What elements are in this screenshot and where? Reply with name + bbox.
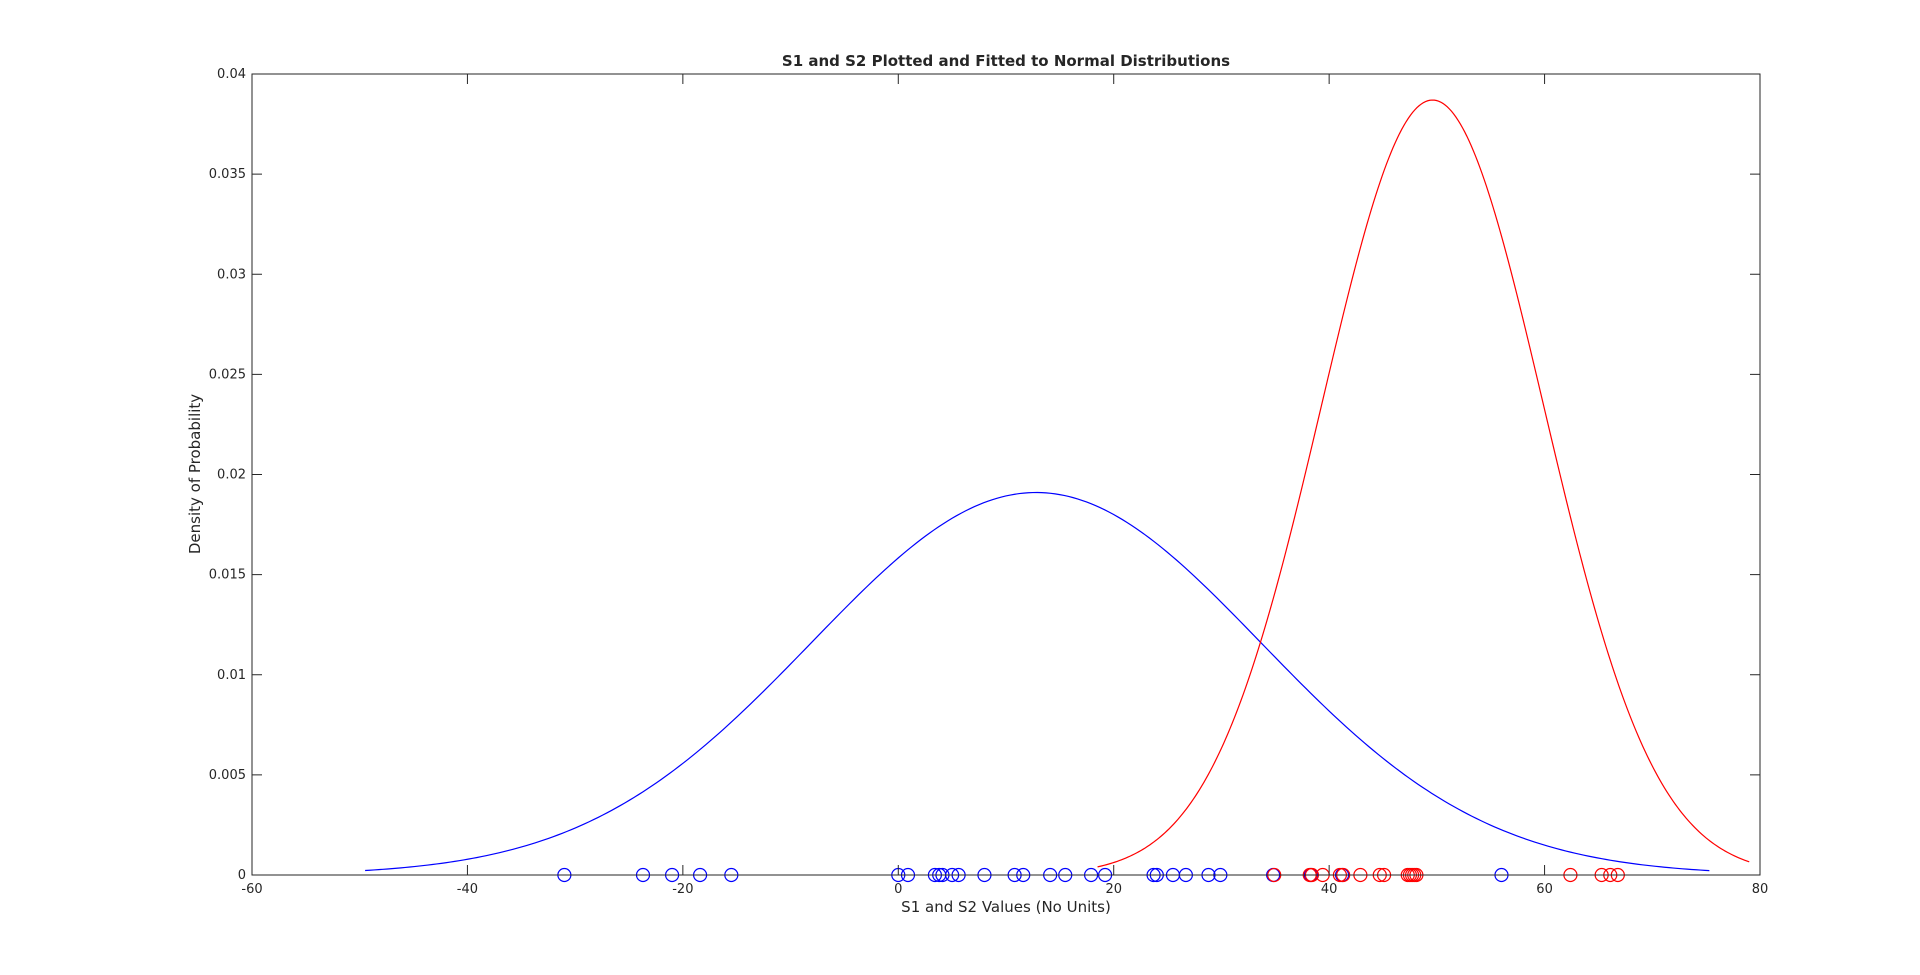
x-tick-label: 20 bbox=[1105, 882, 1122, 897]
axes-background bbox=[252, 74, 1760, 875]
y-tick-label: 0.01 bbox=[217, 668, 246, 683]
axes-box bbox=[251, 73, 1761, 876]
chart-title: S1 and S2 Plotted and Fitted to Normal D… bbox=[782, 52, 1230, 70]
fit-curve-1 bbox=[1097, 99, 1750, 868]
y-axis-label: Density of Probability bbox=[186, 394, 204, 554]
tick-labels: -60 -40 -20 0 20 40 60 80 0 0.005 0.01 0.015 0.02 0.0… bbox=[209, 67, 1768, 897]
x-axis-label: S1 and S2 Values (No Units) bbox=[901, 898, 1111, 916]
fit-curves bbox=[365, 99, 1750, 872]
fit-curve-0 bbox=[365, 491, 1710, 872]
x-tick-label: -40 bbox=[457, 882, 478, 897]
y-tick-label: 0.015 bbox=[209, 568, 246, 583]
y-tick-label: 0.005 bbox=[209, 768, 246, 783]
axis-ticks bbox=[252, 74, 1760, 875]
x-tick-label: 0 bbox=[894, 882, 902, 897]
y-tick-label: 0 bbox=[238, 868, 246, 883]
y-tick-label: 0.035 bbox=[209, 167, 246, 182]
x-tick-label: 80 bbox=[1752, 882, 1769, 897]
y-tick-label: 0.04 bbox=[217, 67, 246, 82]
y-tick-label: 0.02 bbox=[217, 468, 246, 483]
x-tick-label: 40 bbox=[1321, 882, 1338, 897]
x-tick-label: -60 bbox=[241, 882, 262, 897]
y-tick-label: 0.025 bbox=[209, 367, 246, 382]
x-tick-label: 60 bbox=[1536, 882, 1553, 897]
x-tick-label: -20 bbox=[672, 882, 693, 897]
y-tick-label: 0.03 bbox=[217, 267, 246, 282]
